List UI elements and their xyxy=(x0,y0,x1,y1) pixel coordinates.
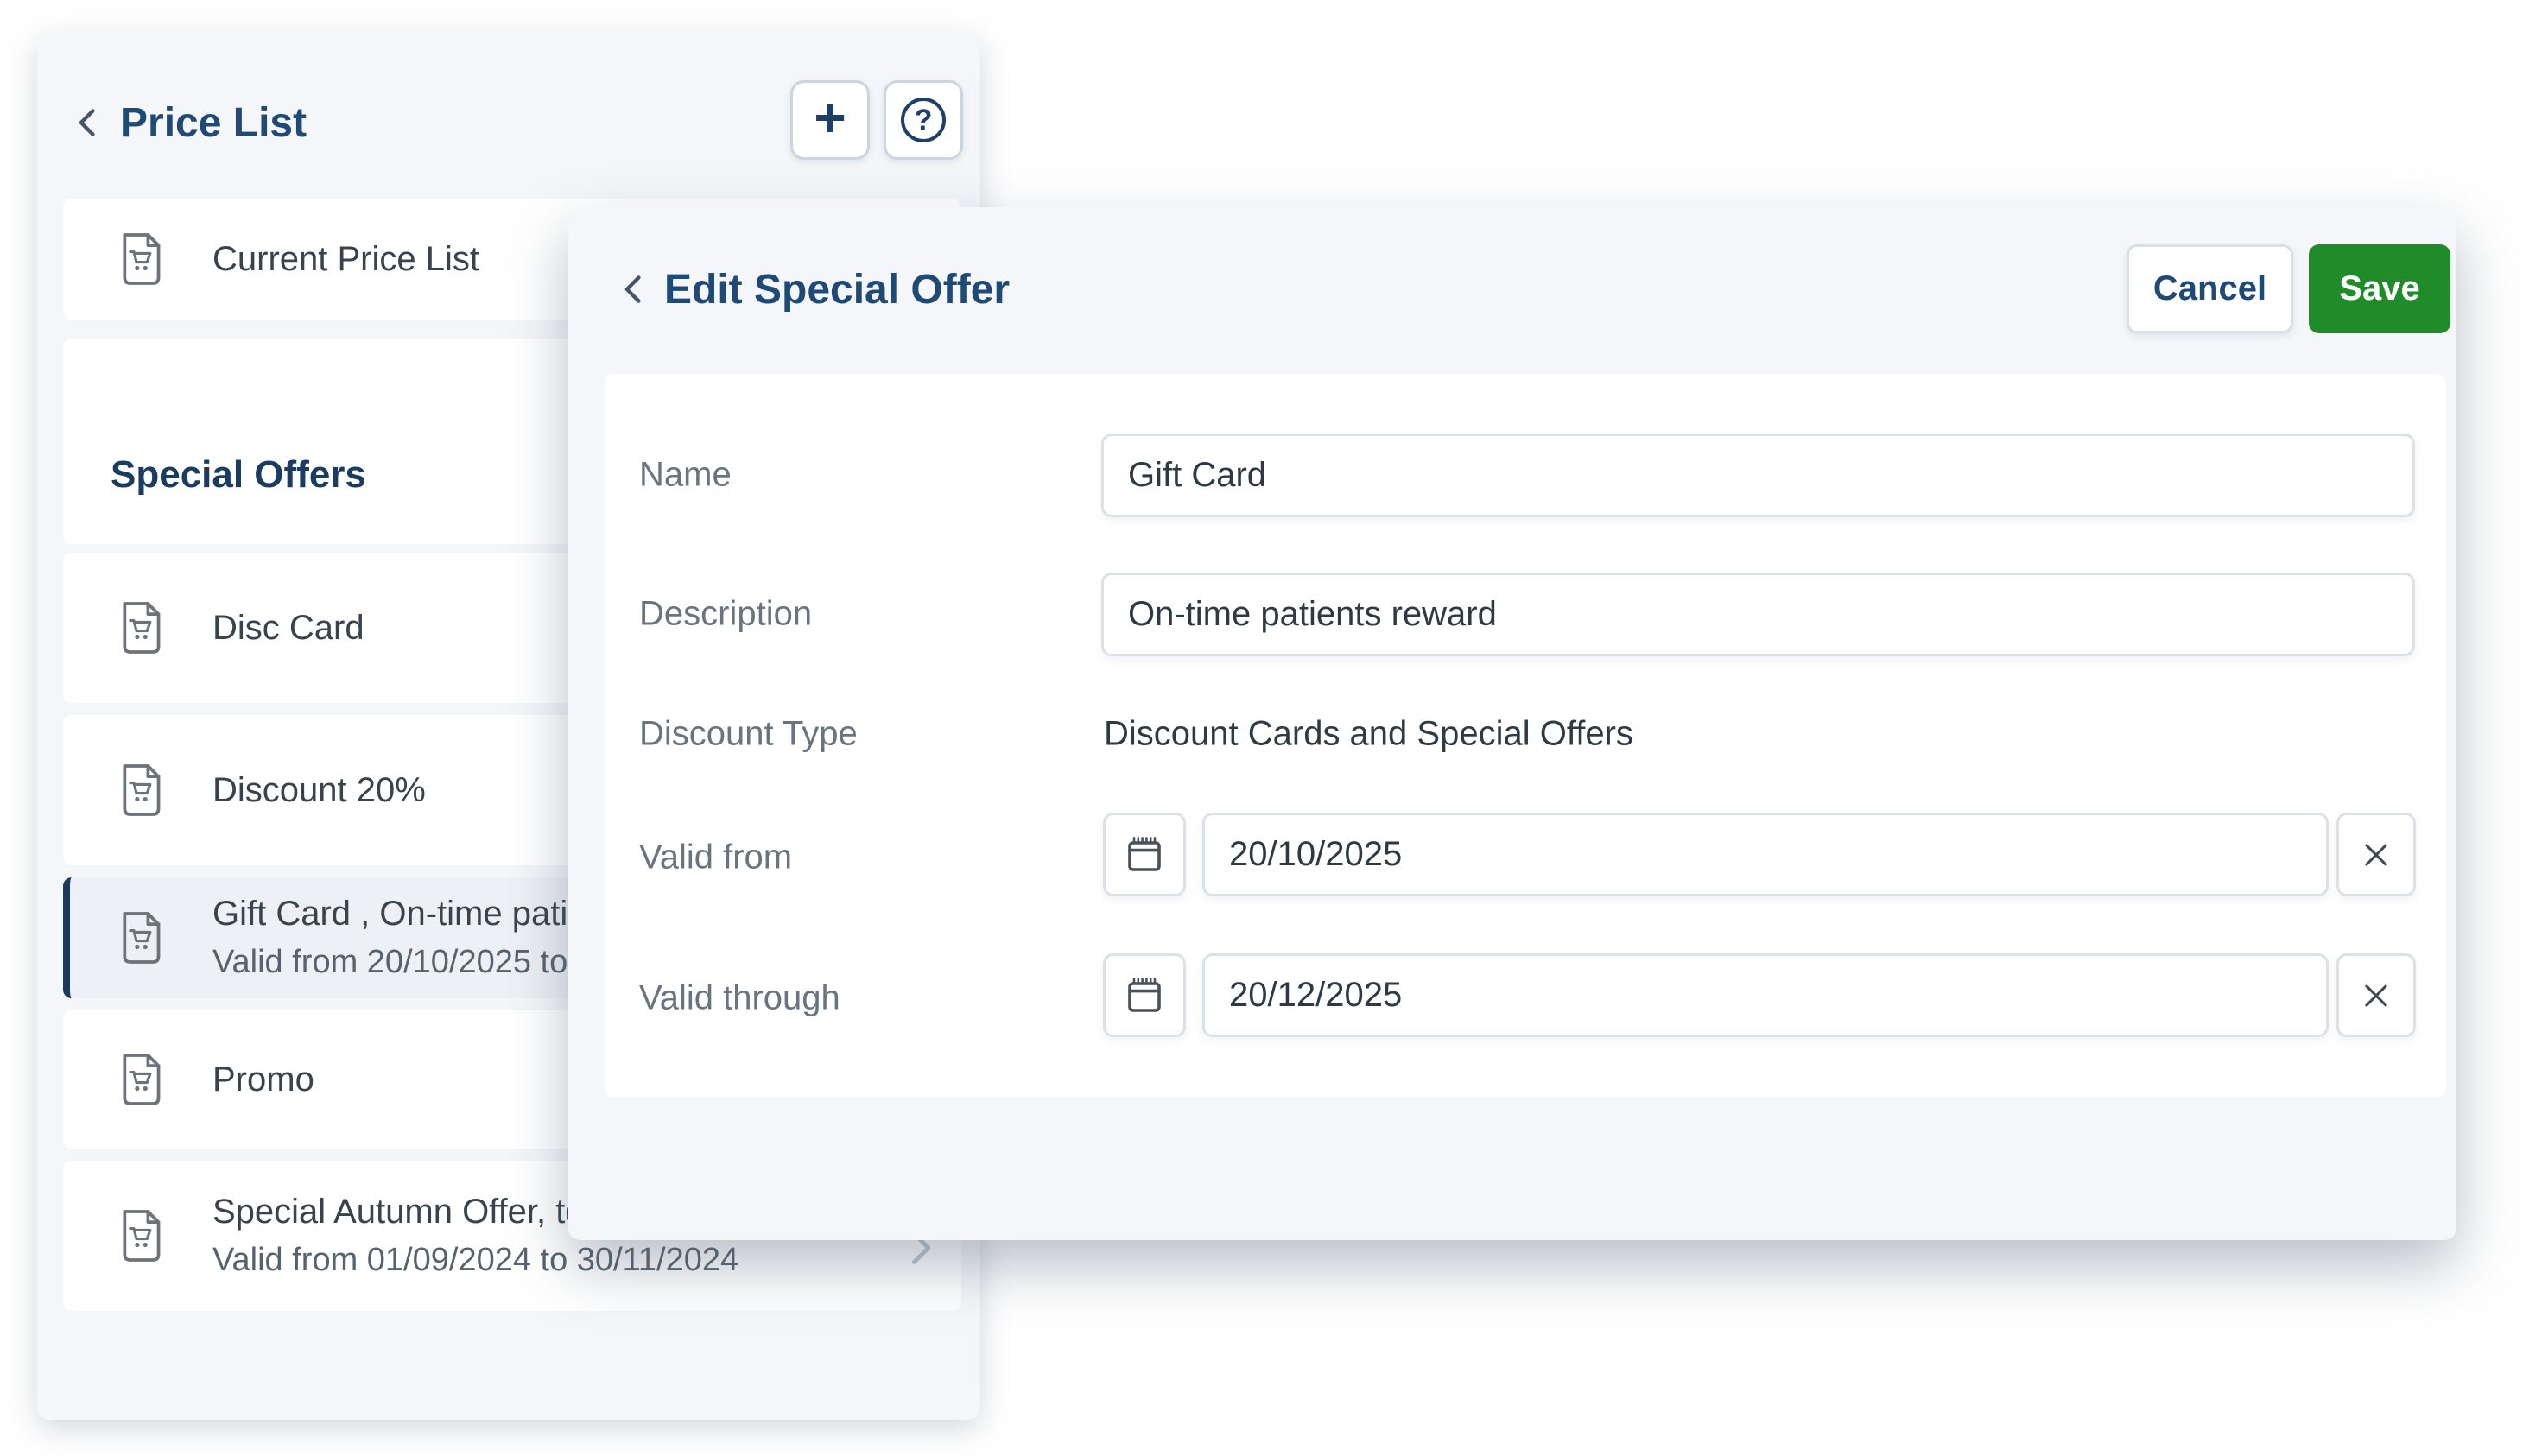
price-list-doc-icon xyxy=(117,231,165,287)
valid-from-calendar-button[interactable] xyxy=(1103,813,1186,896)
calendar-icon xyxy=(1125,975,1163,1016)
list-item-label: Current Price List xyxy=(212,239,479,278)
description-label: Description xyxy=(639,594,813,633)
price-list-header: Price List xyxy=(72,91,307,155)
list-item-validity: Valid from 01/09/2024 to 30/11/2024 xyxy=(212,1242,739,1278)
list-item-label: Promo xyxy=(212,1060,314,1098)
price-list-doc-icon xyxy=(117,1208,165,1263)
price-list-doc-icon xyxy=(117,910,165,965)
price-list-actions: + ? xyxy=(790,80,963,160)
price-list-doc-icon xyxy=(117,600,165,655)
clear-x-icon xyxy=(2360,979,2393,1012)
valid-through-clear-button[interactable] xyxy=(2336,953,2416,1037)
name-input[interactable] xyxy=(1101,434,2415,517)
back-chevron-icon[interactable] xyxy=(72,106,105,139)
cancel-button[interactable]: Cancel xyxy=(2127,244,2293,333)
valid-from-input[interactable] xyxy=(1202,813,2329,896)
valid-through-input[interactable] xyxy=(1202,953,2329,1037)
back-chevron-icon[interactable] xyxy=(618,273,650,306)
valid-from-label: Valid from xyxy=(639,838,793,877)
plus-icon: + xyxy=(814,86,846,149)
price-list-doc-icon xyxy=(117,763,165,818)
edit-offer-form: Name Description Discount Type Discount … xyxy=(605,374,2446,1097)
description-input[interactable] xyxy=(1101,573,2415,656)
list-item-label: Special Autumn Offer, test xyxy=(212,1193,612,1231)
name-label: Name xyxy=(639,455,732,494)
valid-from-clear-button[interactable] xyxy=(2336,813,2416,896)
list-item-label: Disc Card xyxy=(212,608,364,647)
valid-through-label: Valid through xyxy=(639,978,840,1017)
discount-type-label: Discount Type xyxy=(639,714,858,753)
discount-type-value: Discount Cards and Special Offers xyxy=(1104,714,1633,753)
section-title: Special Offers xyxy=(111,453,366,496)
page-title: Price List xyxy=(120,99,307,146)
add-offer-button[interactable]: + xyxy=(790,80,870,160)
save-button[interactable]: Save xyxy=(2309,244,2450,333)
calendar-icon xyxy=(1125,834,1163,876)
help-button[interactable]: ? xyxy=(884,80,963,160)
edit-offer-title: Edit Special Offer xyxy=(664,266,1011,313)
price-list-doc-icon xyxy=(117,1052,165,1107)
list-item-label: Discount 20% xyxy=(212,770,426,809)
edit-offer-header: Edit Special Offer xyxy=(618,257,1010,321)
clear-x-icon xyxy=(2360,839,2393,871)
question-icon: ? xyxy=(901,98,946,142)
valid-through-calendar-button[interactable] xyxy=(1103,953,1186,1037)
list-item-special-autumn-offer[interactable]: Special Autumn Offer, test Valid from 01… xyxy=(63,1161,961,1311)
edit-special-offer-panel: Edit Special Offer Cancel Save Name Desc… xyxy=(568,207,2456,1240)
